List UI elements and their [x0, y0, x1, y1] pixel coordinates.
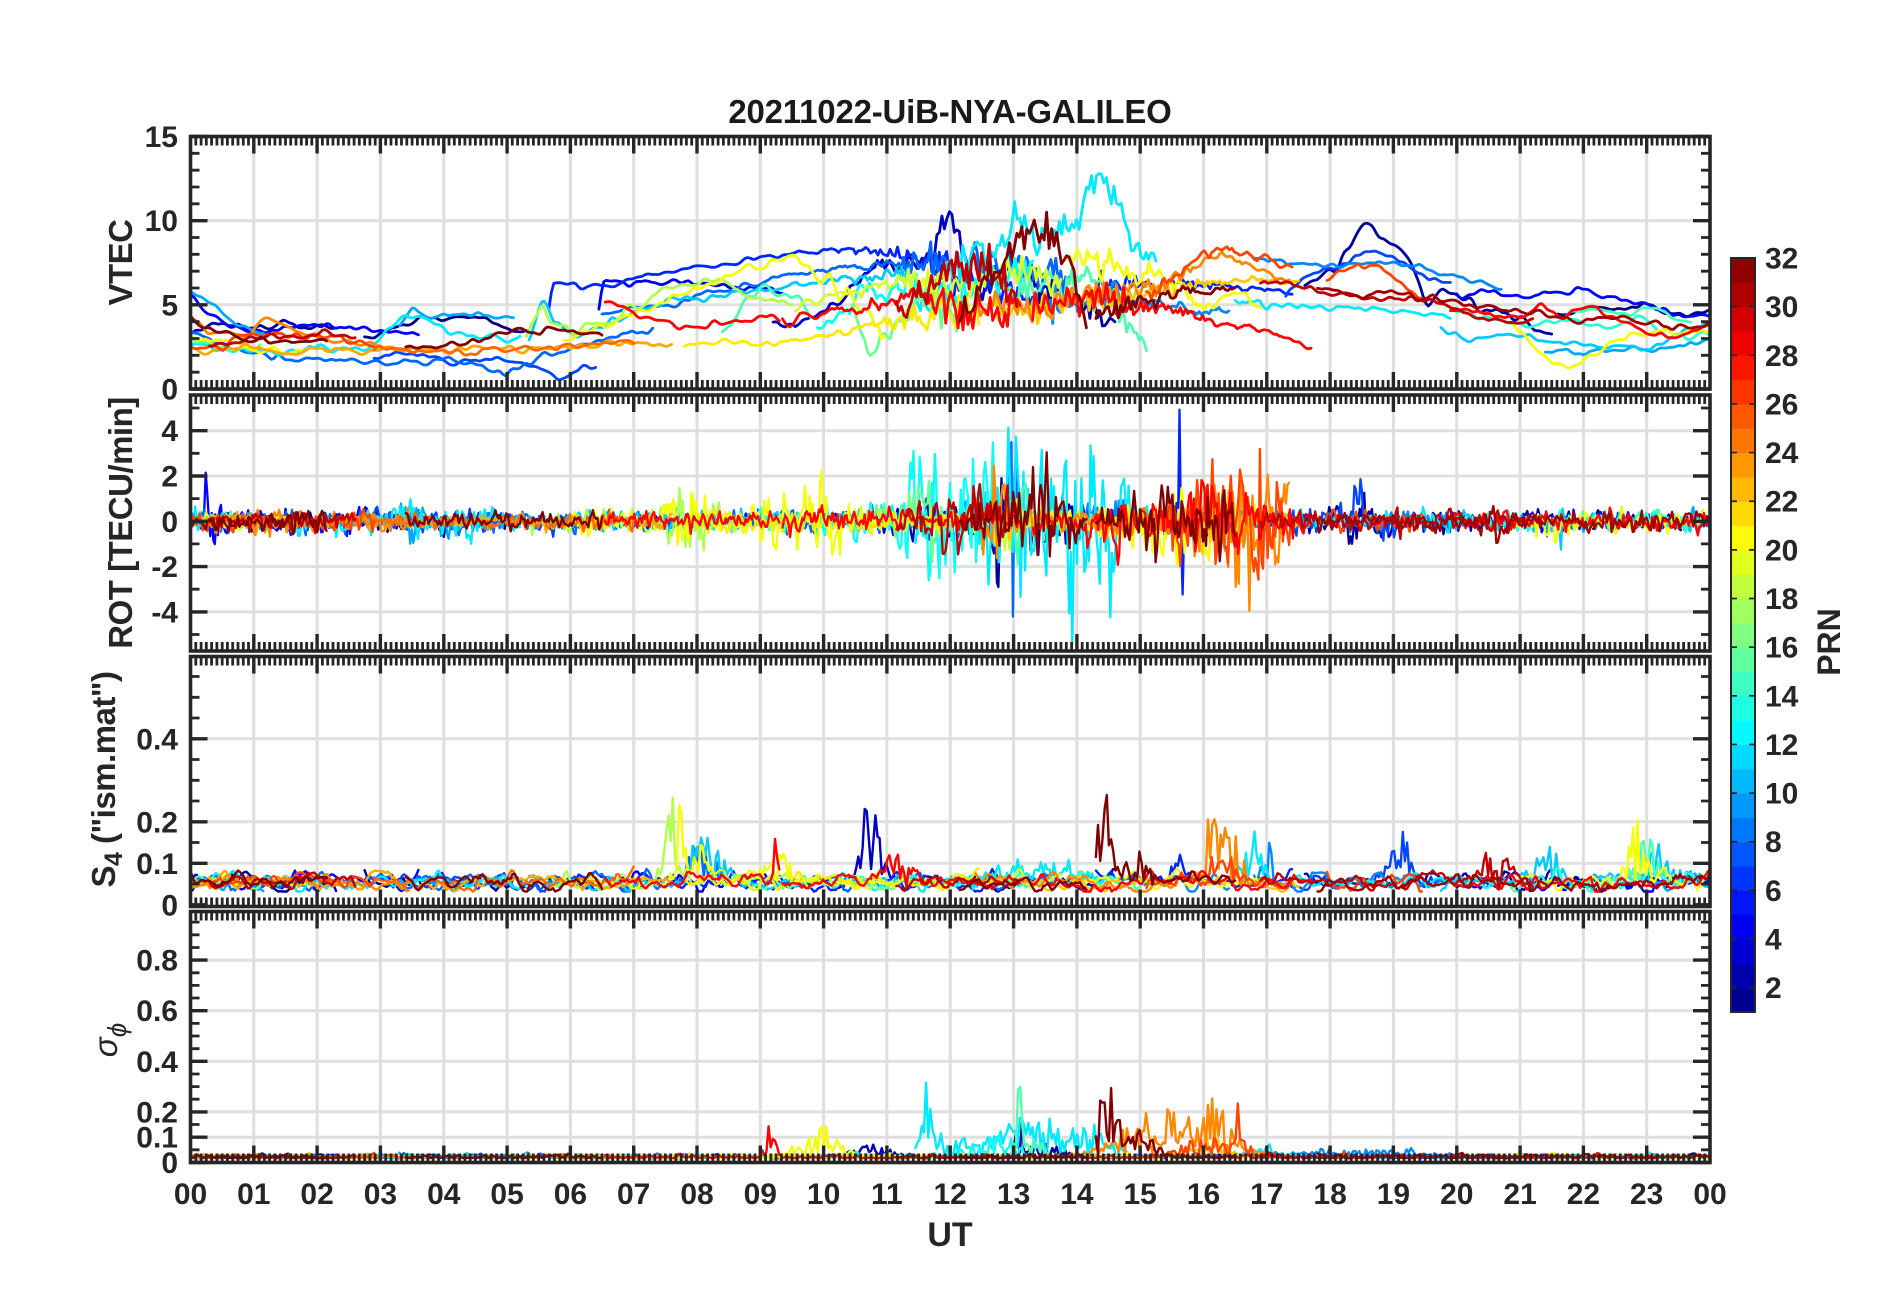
svg-text:S4 ("ism.mat"): S4 ("ism.mat")	[85, 671, 128, 887]
svg-text:00: 00	[1693, 1178, 1726, 1211]
svg-text:20: 20	[1765, 534, 1798, 567]
svg-text:02: 02	[300, 1178, 333, 1211]
svg-text:32: 32	[1765, 243, 1798, 276]
svg-text:01: 01	[237, 1178, 270, 1211]
svg-text:16: 16	[1187, 1178, 1220, 1211]
svg-text:0.2: 0.2	[136, 1096, 178, 1129]
svg-text:14: 14	[1060, 1178, 1094, 1211]
svg-text:-2: -2	[151, 551, 178, 584]
svg-text:-4: -4	[151, 596, 178, 629]
svg-text:0.8: 0.8	[136, 945, 178, 978]
svg-text:0.2: 0.2	[136, 806, 178, 839]
svg-text:10: 10	[145, 205, 178, 238]
svg-text:26: 26	[1765, 388, 1798, 421]
svg-text:5: 5	[161, 289, 178, 322]
svg-text:11: 11	[871, 1178, 903, 1211]
svg-text:08: 08	[680, 1178, 713, 1211]
svg-text:15: 15	[1124, 1178, 1157, 1211]
svg-text:12: 12	[934, 1178, 967, 1211]
svg-text:4: 4	[161, 415, 178, 448]
svg-text:24: 24	[1765, 437, 1799, 470]
svg-text:8: 8	[1765, 826, 1782, 859]
svg-text:0.4: 0.4	[136, 723, 178, 756]
svg-text:30: 30	[1765, 291, 1798, 324]
svg-text:0: 0	[161, 889, 178, 922]
svg-text:2: 2	[161, 461, 178, 494]
svg-text:22: 22	[1765, 486, 1798, 519]
svg-text:15: 15	[145, 121, 178, 154]
svg-text:16: 16	[1765, 632, 1798, 665]
svg-text:0.1: 0.1	[136, 848, 178, 881]
svg-text:0.4: 0.4	[136, 1046, 178, 1079]
svg-text:PRN: PRN	[1811, 608, 1847, 676]
svg-text:10: 10	[807, 1178, 840, 1211]
svg-text:07: 07	[617, 1178, 650, 1211]
svg-text:17: 17	[1250, 1178, 1283, 1211]
svg-text:ROT [TECU/min]: ROT [TECU/min]	[102, 397, 139, 648]
svg-text:10: 10	[1765, 778, 1798, 811]
svg-text:4: 4	[1765, 924, 1782, 957]
svg-text:2: 2	[1765, 972, 1782, 1005]
svg-text:0: 0	[161, 506, 178, 539]
svg-text:0.1: 0.1	[136, 1122, 178, 1155]
svg-text:19: 19	[1377, 1178, 1410, 1211]
svg-text:13: 13	[997, 1178, 1030, 1211]
svg-text:00: 00	[174, 1178, 207, 1211]
svg-text:14: 14	[1765, 680, 1799, 713]
svg-text:22: 22	[1567, 1178, 1600, 1211]
svg-text:0: 0	[161, 1147, 178, 1180]
svg-text:04: 04	[427, 1178, 461, 1211]
svg-text:18: 18	[1765, 583, 1798, 616]
svg-text:0: 0	[161, 374, 178, 407]
svg-text:UT: UT	[927, 1216, 973, 1254]
svg-text:0.6: 0.6	[136, 995, 178, 1028]
svg-text:05: 05	[490, 1178, 523, 1211]
svg-text:21: 21	[1503, 1178, 1536, 1211]
svg-text:18: 18	[1313, 1178, 1346, 1211]
svg-text:6: 6	[1765, 875, 1782, 908]
svg-text:23: 23	[1630, 1178, 1663, 1211]
svg-text:09: 09	[744, 1178, 777, 1211]
svg-text:VTEC: VTEC	[102, 219, 139, 305]
svg-text:12: 12	[1765, 729, 1798, 762]
svg-text:20: 20	[1440, 1178, 1473, 1211]
svg-text:20211022-UiB-NYA-GALILEO: 20211022-UiB-NYA-GALILEO	[728, 93, 1171, 130]
svg-text:03: 03	[364, 1178, 397, 1211]
svg-text:06: 06	[554, 1178, 587, 1211]
svg-text:28: 28	[1765, 340, 1798, 373]
